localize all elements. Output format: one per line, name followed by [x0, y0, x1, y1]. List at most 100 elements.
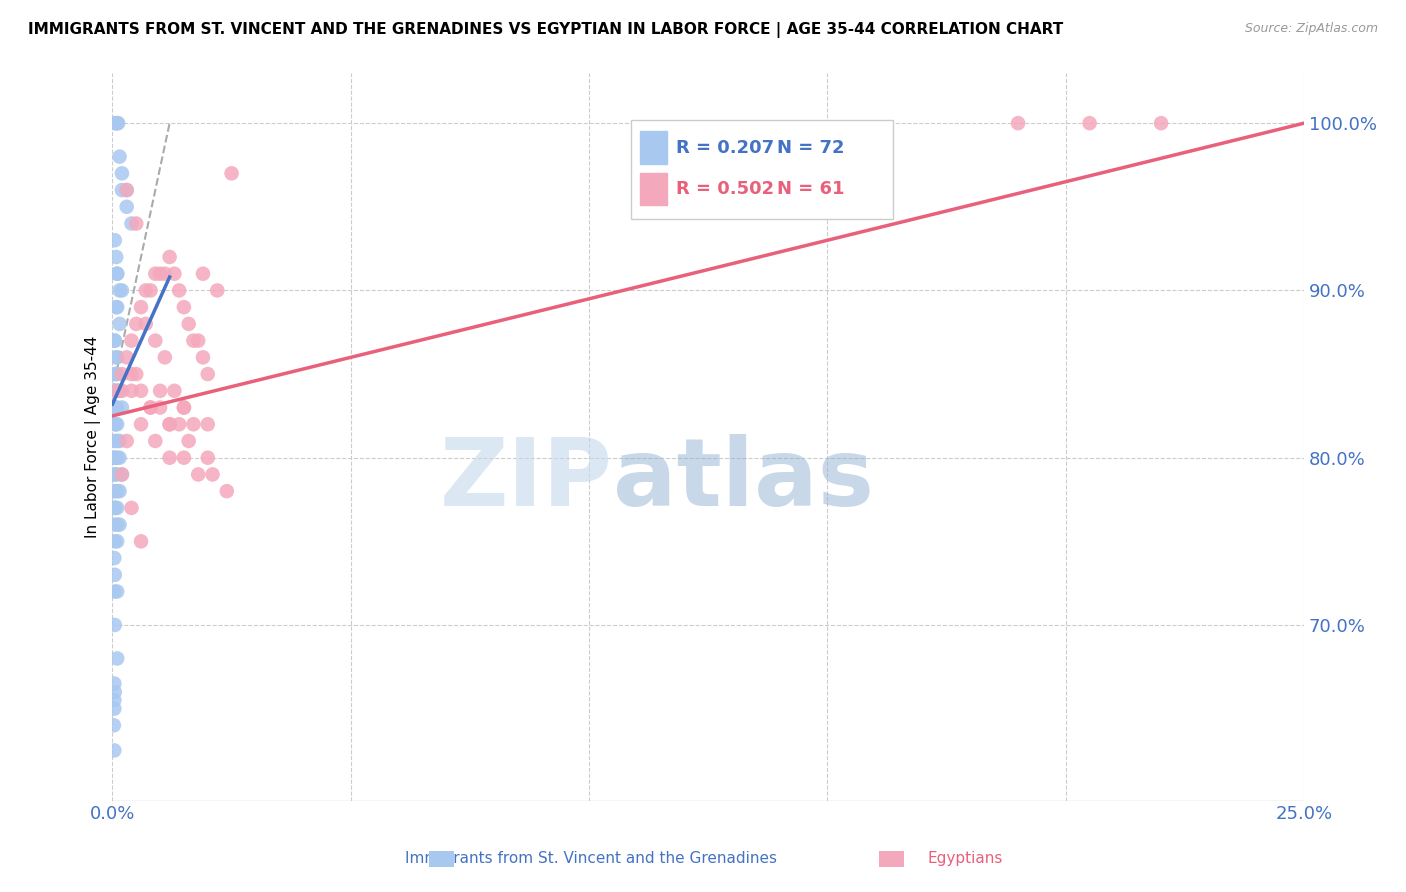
Point: [115, 183, 138, 197]
Point: [129, 534, 152, 549]
Point: [104, 417, 127, 432]
Point: [111, 467, 134, 482]
Point: [129, 300, 152, 314]
Point: [135, 284, 157, 298]
Point: [149, 401, 172, 415]
Point: [104, 534, 127, 549]
Point: [121, 384, 143, 398]
Point: [105, 267, 128, 281]
Point: [173, 401, 195, 415]
Text: Egyptians: Egyptians: [928, 851, 1004, 865]
Point: [1078, 116, 1101, 130]
Point: [139, 401, 162, 415]
Point: [167, 284, 190, 298]
Point: [111, 183, 134, 197]
Point: [149, 384, 172, 398]
Point: [105, 417, 128, 432]
Text: IMMIGRANTS FROM ST. VINCENT AND THE GRENADINES VS EGYPTIAN IN LABOR FORCE | AGE : IMMIGRANTS FROM ST. VINCENT AND THE GREN…: [28, 22, 1063, 38]
Point: [121, 367, 143, 381]
Point: [121, 334, 143, 348]
Point: [125, 367, 148, 381]
Text: N = 72: N = 72: [778, 139, 845, 157]
Point: [105, 367, 128, 381]
Point: [153, 351, 176, 365]
Bar: [631, 120, 893, 219]
Point: [173, 401, 195, 415]
Point: [197, 417, 219, 432]
Point: [163, 384, 186, 398]
Point: [201, 467, 224, 482]
Point: [163, 267, 186, 281]
Point: [105, 300, 128, 314]
Point: [121, 500, 143, 515]
Point: [108, 317, 131, 331]
Point: [104, 467, 127, 482]
Point: [105, 384, 128, 398]
Point: [111, 467, 134, 482]
Point: [159, 417, 181, 432]
Text: Source: ZipAtlas.com: Source: ZipAtlas.com: [1244, 22, 1378, 36]
Point: [103, 701, 125, 715]
Point: [111, 367, 134, 381]
Point: [215, 484, 238, 499]
Point: [103, 718, 125, 732]
Point: [104, 500, 127, 515]
Point: [104, 500, 127, 515]
Point: [125, 317, 148, 331]
Point: [104, 685, 127, 699]
Point: [191, 267, 214, 281]
Point: [108, 434, 131, 448]
Point: [173, 300, 195, 314]
Point: [183, 334, 205, 348]
Point: [197, 450, 219, 465]
Text: ZIP: ZIP: [440, 434, 613, 526]
Point: [105, 517, 128, 532]
Point: [121, 217, 143, 231]
Point: [139, 401, 162, 415]
Point: [104, 367, 127, 381]
Point: [1150, 116, 1173, 130]
Point: [104, 384, 127, 398]
Point: [129, 417, 152, 432]
Point: [105, 250, 128, 264]
Point: [111, 166, 134, 180]
Point: [115, 351, 138, 365]
Point: [107, 116, 129, 130]
Point: [108, 284, 131, 298]
Point: [105, 484, 128, 499]
Point: [105, 351, 128, 365]
Point: [177, 317, 200, 331]
Point: [105, 300, 128, 314]
Point: [108, 150, 131, 164]
Point: [177, 434, 200, 448]
Point: [115, 183, 138, 197]
Point: [197, 367, 219, 381]
Point: [105, 467, 128, 482]
Point: [149, 267, 172, 281]
Point: [105, 450, 128, 465]
Point: [104, 500, 127, 515]
Point: [159, 417, 181, 432]
Point: [111, 384, 134, 398]
Point: [125, 217, 148, 231]
Point: [159, 450, 181, 465]
Point: [115, 434, 138, 448]
Point: [183, 417, 205, 432]
Point: [139, 284, 162, 298]
Point: [103, 743, 125, 757]
Point: [143, 434, 166, 448]
Point: [105, 116, 128, 130]
Point: [129, 384, 152, 398]
Point: [143, 267, 166, 281]
Point: [105, 434, 128, 448]
Point: [103, 484, 125, 499]
Point: [104, 450, 127, 465]
Point: [105, 651, 128, 665]
Point: [135, 317, 157, 331]
Point: [111, 401, 134, 415]
Point: [105, 351, 128, 365]
Point: [108, 384, 131, 398]
Point: [105, 401, 128, 415]
Point: [104, 334, 127, 348]
Point: [104, 484, 127, 499]
